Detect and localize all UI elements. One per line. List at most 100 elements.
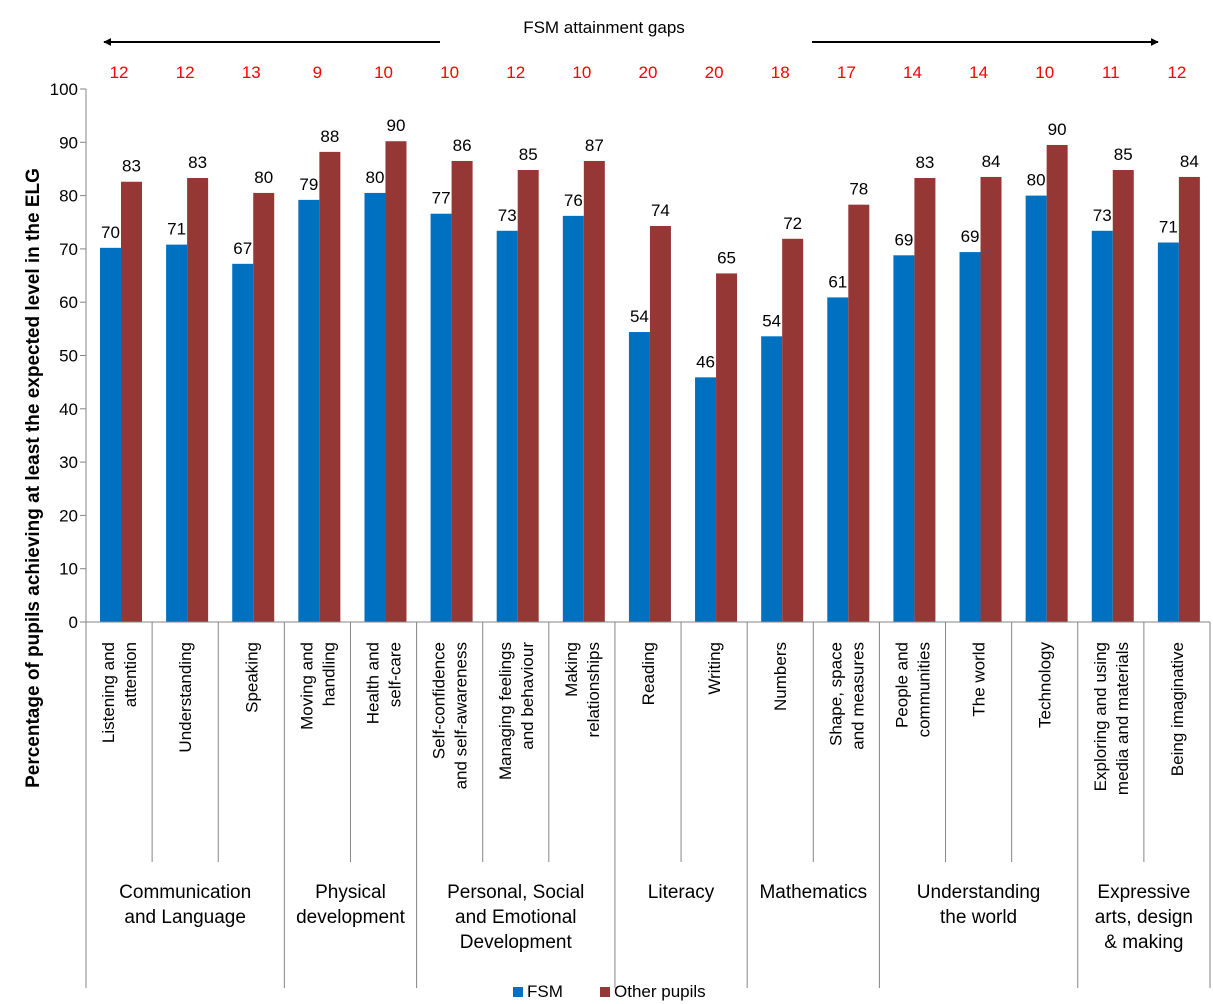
bar-other-pupils-technology xyxy=(1046,144,1068,622)
data-label-fsm-speaking: 67 xyxy=(233,239,252,258)
y-tick-label: 70 xyxy=(59,240,78,259)
bar-fsm-numbers xyxy=(761,336,783,622)
data-label-other-pupils-technology: 90 xyxy=(1048,120,1067,139)
data-label-fsm-shape-space-and-measures: 61 xyxy=(828,272,847,291)
category-label-line: self-care xyxy=(386,642,405,707)
category-label-line: Making xyxy=(562,642,581,697)
bar-fsm-technology xyxy=(1025,195,1047,622)
category-label-line: Writing xyxy=(705,642,724,695)
y-tick-label: 10 xyxy=(59,560,78,579)
gap-value-understanding: 12 xyxy=(176,63,195,82)
category-label-line: Speaking xyxy=(242,642,261,713)
legend: FSM Other pupils xyxy=(513,982,706,1001)
bar-fsm-making-relationships xyxy=(562,215,584,622)
gap-value-numbers: 18 xyxy=(771,63,790,82)
gap-value-speaking: 13 xyxy=(242,63,261,82)
data-label-fsm-managing-feelings-and-behaviour: 73 xyxy=(498,206,517,225)
bar-other-pupils-shape-space-and-measures xyxy=(848,204,870,622)
category-label-line: communities xyxy=(914,642,933,737)
bar-other-pupils-exploring-and-using-media-and-materials xyxy=(1112,170,1134,623)
data-label-other-pupils-moving-and-handling: 88 xyxy=(320,127,339,146)
data-label-other-pupils-people-and-communities: 83 xyxy=(915,153,934,172)
category-label-line: Understanding xyxy=(176,642,195,753)
category-label-line: Numbers xyxy=(771,642,790,711)
data-label-other-pupils-speaking: 80 xyxy=(254,168,273,187)
bar-fsm-shape-space-and-measures xyxy=(827,297,849,622)
category-label-line: Listening and xyxy=(99,642,118,743)
legend-label-other-pupils: Other pupils xyxy=(614,982,706,1001)
category-label-line: handling xyxy=(319,642,338,706)
data-label-other-pupils-reading: 74 xyxy=(651,201,670,220)
group-label-line: Expressive xyxy=(1097,882,1190,903)
data-label-fsm-exploring-and-using-media-and-materials: 73 xyxy=(1093,206,1112,225)
data-label-other-pupils-shape-space-and-measures: 78 xyxy=(849,180,868,199)
group-label-mathematics: Mathematics xyxy=(759,882,867,903)
data-label-fsm-the-world: 69 xyxy=(961,227,980,246)
gap-value-people-and-communities: 14 xyxy=(903,63,922,82)
bars xyxy=(100,141,1200,623)
gaps-title: FSM attainment gaps xyxy=(523,18,685,37)
bar-fsm-the-world xyxy=(959,252,981,622)
category-label-writing: Writing xyxy=(705,642,724,695)
bar-fsm-reading xyxy=(628,332,650,622)
gap-value-technology: 10 xyxy=(1035,63,1054,82)
category-label-line: Being imaginative xyxy=(1168,642,1187,776)
group-label-communication-and-language: Communication and Language xyxy=(119,882,251,928)
bar-other-pupils-writing xyxy=(716,273,738,622)
gap-value-reading: 20 xyxy=(639,63,658,82)
data-label-fsm-numbers: 54 xyxy=(762,311,781,330)
y-tick-label: 20 xyxy=(59,506,78,525)
gap-values: 12 12 13 9 10 10 12 10 20 20 18 17 14 14 10 11 12 xyxy=(110,63,1187,82)
category-label-understanding: Understanding xyxy=(176,642,195,753)
bar-fsm-writing xyxy=(695,377,717,622)
category-label-exploring-and-using-media-and-materials: Exploring and using media and materials xyxy=(1091,642,1132,795)
group-label-personal-social-and-emotional-development: Personal, Social and Emotional Development xyxy=(447,882,584,953)
category-label-making-relationships: Making relationships xyxy=(562,642,603,737)
group-label-literacy: Literacy xyxy=(648,882,715,903)
gap-value-moving-and-handling: 9 xyxy=(313,63,322,82)
category-label-people-and-communities: People and communities xyxy=(892,642,933,737)
bar-other-pupils-being-imaginative xyxy=(1178,176,1200,622)
category-label-line: Self-confidence xyxy=(430,642,449,759)
bar-other-pupils-speaking xyxy=(253,192,275,622)
bar-fsm-exploring-and-using-media-and-materials xyxy=(1091,230,1113,622)
category-label-line: and behaviour xyxy=(518,642,537,750)
category-label-line: and self-awareness xyxy=(452,642,471,789)
gap-value-being-imaginative: 12 xyxy=(1167,63,1186,82)
group-label-line: and Language xyxy=(124,907,246,928)
y-tick-label: 100 xyxy=(50,80,78,99)
x-axis-categories: Listening and attention Understanding Speak… xyxy=(85,621,1211,988)
group-label-line: Mathematics xyxy=(759,882,867,903)
y-tick-label: 60 xyxy=(59,293,78,312)
gap-value-listening-and-attention: 12 xyxy=(110,63,129,82)
group-label-line: arts, design xyxy=(1095,907,1193,928)
category-label-line: and measures xyxy=(848,642,867,750)
bar-fsm-people-and-communities xyxy=(893,255,915,622)
category-label-line: The world xyxy=(970,642,989,717)
category-label-line: Exploring and using xyxy=(1091,642,1110,791)
bar-other-pupils-listening-and-attention xyxy=(121,181,142,622)
data-label-fsm-technology: 80 xyxy=(1027,171,1046,190)
category-label-line: media and materials xyxy=(1113,642,1132,795)
category-label-self-confidence-and-self-awareness: Self-confidence and self-awareness xyxy=(430,642,471,789)
y-tick-label: 90 xyxy=(59,133,78,152)
category-label-line: Health and xyxy=(364,642,383,724)
data-label-other-pupils-making-relationships: 87 xyxy=(585,136,604,155)
data-label-fsm-listening-and-attention: 70 xyxy=(101,223,120,242)
y-axis: 0 10 20 30 40 50 60 70 80 90 100 xyxy=(50,80,87,632)
gap-value-managing-feelings-and-behaviour: 12 xyxy=(506,63,525,82)
legend-label-fsm: FSM xyxy=(527,982,563,1001)
data-label-other-pupils-understanding: 83 xyxy=(188,153,207,172)
category-label-managing-feelings-and-behaviour: Managing feelings and behaviour xyxy=(496,642,537,780)
gap-value-writing: 20 xyxy=(705,63,724,82)
y-tick-label: 40 xyxy=(59,400,78,419)
group-label-physical-development: Physical development xyxy=(296,882,406,928)
group-label-line: the world xyxy=(940,907,1017,928)
y-axis-title: Percentage of pupils achieving at least … xyxy=(23,168,44,788)
group-label-line: Communication xyxy=(119,882,251,903)
bar-other-pupils-people-and-communities xyxy=(914,178,936,623)
data-label-other-pupils-listening-and-attention: 83 xyxy=(122,157,141,176)
category-label-line: Reading xyxy=(639,642,658,705)
category-label-line: Managing feelings xyxy=(496,642,515,780)
